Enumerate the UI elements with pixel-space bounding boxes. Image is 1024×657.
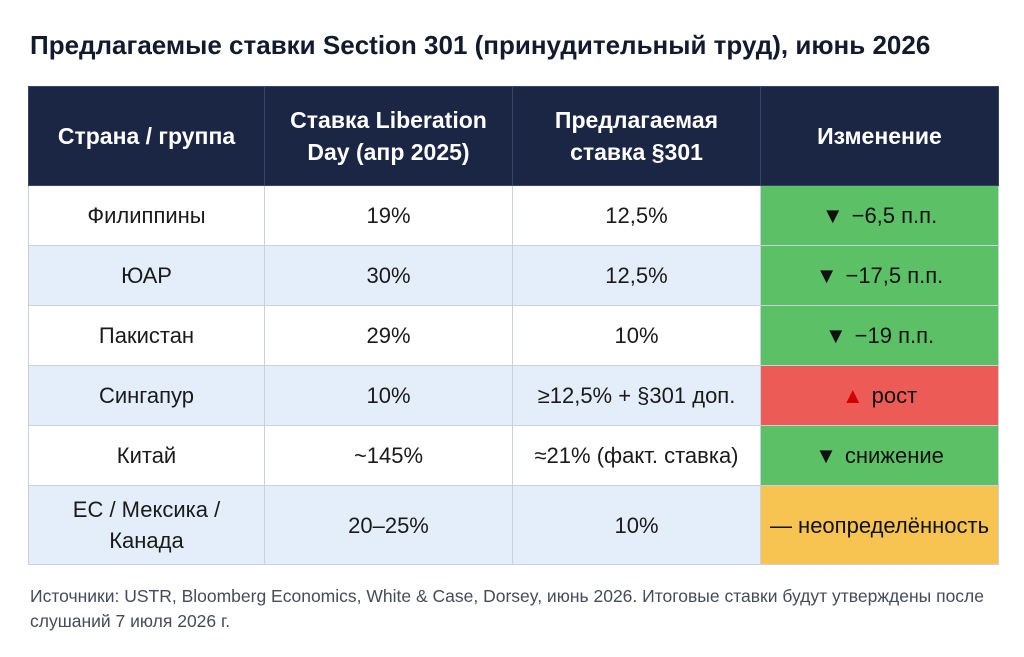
cell-old-rate: 19% bbox=[264, 185, 513, 246]
cell-old-rate: 10% bbox=[264, 365, 513, 426]
change-label: рост bbox=[871, 383, 918, 408]
cell-country: Сингапур bbox=[28, 365, 265, 426]
header-old-rate: Ставка Liberation Day (апр 2025) bbox=[264, 86, 513, 186]
cell-old-rate: 20–25% bbox=[264, 485, 513, 565]
cell-proposed-rate: ≈21% (факт. ставка) bbox=[512, 425, 761, 486]
down-arrow-icon: ▼ bbox=[815, 443, 837, 468]
header-country: Страна / группа bbox=[28, 86, 265, 186]
cell-change: ▼ −6,5 п.п. bbox=[760, 185, 999, 246]
header-proposed-rate: Предлагаемая ставка §301 bbox=[512, 86, 761, 186]
table-row: Китай ~145% ≈21% (факт. ставка) ▼ снижени… bbox=[28, 425, 999, 486]
change-label: −6,5 п.п. bbox=[851, 203, 938, 228]
table-row: ЮАР 30% 12,5% ▼ −17,5 п.п. bbox=[28, 245, 999, 306]
down-arrow-icon: ▼ bbox=[821, 203, 844, 228]
cell-old-rate: ~145% bbox=[264, 425, 513, 486]
down-arrow-icon: ▼ bbox=[824, 323, 847, 348]
cell-country: Пакистан bbox=[28, 305, 265, 366]
cell-country: Филиппины bbox=[28, 185, 265, 246]
table-row: Пакистан 29% 10% ▼ −19 п.п. bbox=[28, 305, 999, 366]
source-footnote: Источники: USTR, Bloomberg Economics, Wh… bbox=[30, 586, 984, 631]
cell-change: ▼ −17,5 п.п. bbox=[760, 245, 999, 306]
cell-country: Китай bbox=[28, 425, 265, 486]
table-row: Сингапур 10% ≥12,5% + §301 доп. ▲ рост bbox=[28, 365, 999, 426]
cell-proposed-rate: 10% bbox=[512, 485, 761, 565]
cell-old-rate: 29% bbox=[264, 305, 513, 366]
change-label: снижение bbox=[844, 443, 944, 468]
cell-proposed-rate: 12,5% bbox=[512, 185, 761, 246]
change-label: −19 п.п. bbox=[854, 323, 935, 348]
header-change: Изменение bbox=[760, 86, 999, 186]
cell-country: ЮАР bbox=[28, 245, 265, 306]
cell-change: ▲ рост bbox=[760, 365, 999, 426]
cell-change: — неопределённость bbox=[760, 485, 999, 565]
cell-old-rate: 30% bbox=[264, 245, 513, 306]
change-label: — неопределённость bbox=[769, 512, 990, 538]
cell-change: ▼ −19 п.п. bbox=[760, 305, 999, 366]
rates-table: Страна / группа Ставка Liberation Day (а… bbox=[28, 86, 999, 565]
cell-proposed-rate: ≥12,5% + §301 доп. bbox=[512, 365, 761, 426]
change-label: −17,5 п.п. bbox=[845, 263, 944, 288]
up-arrow-icon: ▲ bbox=[841, 383, 864, 408]
cell-proposed-rate: 10% bbox=[512, 305, 761, 366]
cell-country: ЕС / Мексика / Канада bbox=[28, 485, 265, 565]
table-row: ЕС / Мексика / Канада 20–25% 10% — неопр… bbox=[28, 485, 999, 565]
down-arrow-icon: ▼ bbox=[815, 263, 838, 288]
table-row: Филиппины 19% 12,5% ▼ −6,5 п.п. bbox=[28, 185, 999, 246]
page-title: Предлагаемые ставки Section 301 (принуди… bbox=[30, 30, 931, 60]
table-header-row: Страна / группа Ставка Liberation Day (а… bbox=[28, 86, 999, 186]
cell-proposed-rate: 12,5% bbox=[512, 245, 761, 306]
cell-change: ▼ снижение bbox=[760, 425, 999, 486]
